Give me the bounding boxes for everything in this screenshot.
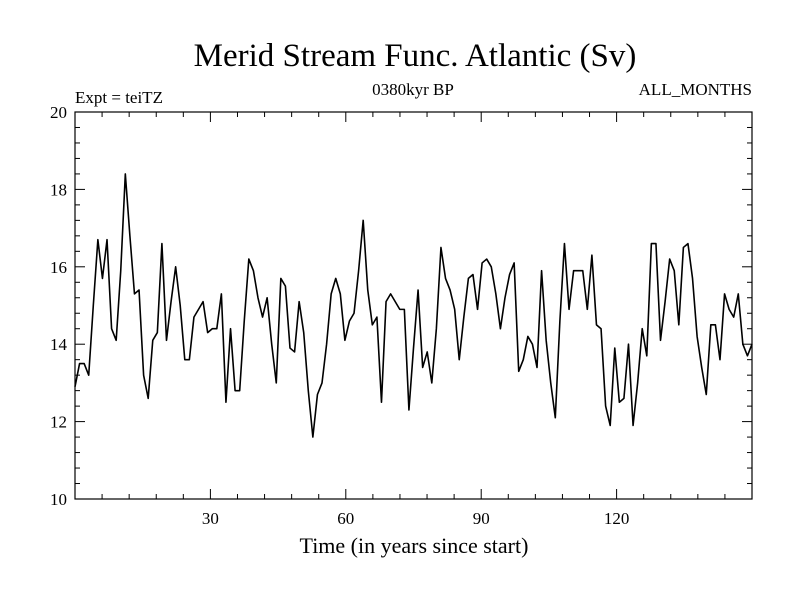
x-axis: 30 60 90 120 — [101, 112, 726, 528]
expt-label: Expt = teiTZ — [75, 88, 163, 107]
y-tick-label: 14 — [50, 335, 68, 354]
y-tick-label: 12 — [50, 413, 67, 432]
y-tick-label: 10 — [50, 490, 67, 509]
y-tick-label: 16 — [50, 258, 67, 277]
x-tick-label: 120 — [604, 509, 630, 528]
plot-frame — [74, 111, 753, 500]
x-axis-label: Time (in years since start) — [300, 533, 529, 558]
chart-title: Merid Stream Func. Atlantic (Sv) — [194, 38, 637, 74]
y-tick-label: 20 — [50, 103, 67, 122]
period-label: 0380kyr BP — [372, 80, 454, 99]
data-series-line — [74, 173, 753, 438]
x-tick-label: 60 — [337, 509, 354, 528]
y-tick-label: 18 — [50, 180, 67, 199]
x-tick-label: 90 — [473, 509, 490, 528]
y-axis: 10 12 14 16 18 20 — [50, 103, 752, 509]
months-label: ALL_MONTHS — [639, 80, 752, 99]
x-tick-label: 30 — [202, 509, 219, 528]
